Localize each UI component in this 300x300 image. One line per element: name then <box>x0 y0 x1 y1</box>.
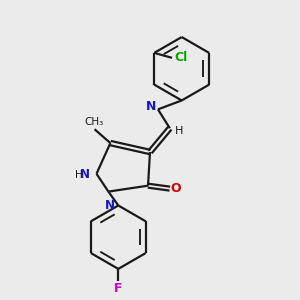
Text: F: F <box>114 282 122 295</box>
Text: N: N <box>104 199 114 212</box>
Text: H: H <box>175 126 183 136</box>
Text: O: O <box>170 182 181 195</box>
Text: N: N <box>146 100 156 113</box>
Text: H: H <box>75 170 82 180</box>
Text: CH₃: CH₃ <box>84 117 103 127</box>
Text: N: N <box>80 168 90 181</box>
Text: Cl: Cl <box>174 51 188 64</box>
